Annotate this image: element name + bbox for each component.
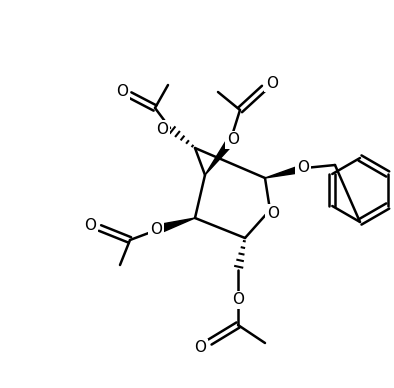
Text: O: O [227, 132, 239, 147]
Text: O: O [156, 121, 168, 137]
Text: O: O [232, 293, 244, 308]
Polygon shape [161, 218, 195, 232]
Text: O: O [297, 159, 309, 175]
Text: O: O [266, 76, 278, 90]
Text: O: O [150, 222, 162, 237]
Polygon shape [265, 164, 306, 178]
Text: O: O [194, 341, 206, 355]
Text: O: O [116, 83, 128, 99]
Text: O: O [267, 206, 279, 220]
Polygon shape [205, 140, 233, 175]
Text: O: O [84, 218, 96, 234]
